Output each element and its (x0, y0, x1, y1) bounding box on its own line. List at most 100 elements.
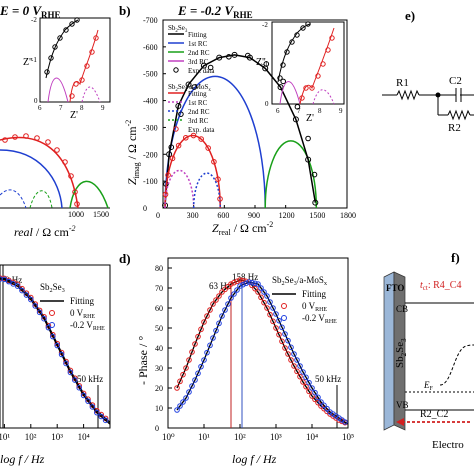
annotation-158hz: 158 Hz (232, 272, 258, 282)
exp-point (102, 417, 109, 424)
exp-point (234, 278, 240, 285)
exp-point-red (12, 134, 18, 140)
exp-point-black (231, 51, 238, 58)
panel-a-inset-ylabel: Z'' (23, 57, 33, 68)
y-tick-label: -400 (143, 97, 158, 106)
panel-a-inset-rc-magenta (47, 77, 69, 103)
exp-point-red (72, 189, 78, 195)
panel-a-xlabel: real / Ω cm-2 (14, 224, 75, 239)
y-tick-label: 60 (155, 304, 163, 313)
exp-point (174, 407, 180, 413)
exp-point-black (280, 78, 287, 85)
y-tick-label: 0 (143, 204, 147, 213)
exp-point (207, 342, 213, 349)
inset-point-red (309, 85, 315, 91)
panel-a-rc-green (69, 180, 109, 209)
x-tick-label: 10⁵ (342, 432, 354, 442)
inset-ytick: -2 (31, 16, 37, 24)
legend-label: 1st RC (188, 99, 208, 107)
panel-a-xtick: 1000 (68, 210, 84, 219)
panel-d: d) 10⁰ 10¹ 10² 10³ 10⁴ 10⁵ 0 10 20 30 40 50 60 70 80 6… (119, 251, 354, 466)
y-tick-label: -300 (143, 123, 158, 132)
exp-point (324, 405, 330, 412)
x-tick-label: 10³ (270, 432, 282, 442)
x-tick-label: 10⁴ (306, 432, 318, 442)
x-tick-label: 10² (25, 432, 37, 442)
panel-a-inset-rc-dotted (81, 86, 101, 103)
exp-point (189, 349, 195, 355)
panel-a-rc-blue (0, 149, 63, 209)
x-tick-label: 1500 (309, 211, 325, 220)
legend-label: Fitting (188, 90, 207, 98)
inset-xtick: 7 (297, 107, 301, 115)
exp-point (201, 357, 207, 363)
panel-a-xtick: 1500 (93, 210, 109, 219)
exp-point (76, 384, 82, 391)
exp-point-red (205, 145, 211, 151)
exp-point (306, 379, 312, 386)
inset-point-black (294, 32, 300, 38)
exp-point-black (200, 62, 207, 69)
exp-point-red (54, 147, 60, 153)
exp-point (89, 404, 96, 410)
exp-point (183, 365, 189, 371)
exp-point (252, 280, 258, 287)
inset-point-black (63, 27, 69, 33)
panel-b-inset-fit-black (277, 23, 311, 83)
panel-b-inset-xlabel: Z' (306, 113, 314, 124)
exp-point (258, 294, 264, 301)
inset-point-black (52, 44, 58, 50)
y-tick-label: -500 (143, 70, 158, 79)
exp-point-red (165, 172, 171, 178)
inset-point-red (69, 93, 75, 99)
exp-point (231, 291, 237, 297)
panel-a-dot-green (29, 190, 53, 209)
exp-point (222, 307, 228, 313)
mos-fitting-red-curve (164, 134, 221, 209)
inset-point-red (325, 47, 331, 53)
exp-point (237, 283, 243, 289)
panel-dleft-plot (0, 275, 111, 425)
panel-dleft-legend: Sb2Se3 Fitting 0 VRHE-0.2 VRHE (40, 282, 105, 332)
exp-point (80, 392, 87, 399)
legend-title: Sb2Se3/a-MoSx (272, 275, 328, 287)
fitting-curve (0, 278, 111, 425)
x-tick-label: 10³ (51, 432, 63, 442)
exp-point (306, 388, 312, 395)
panel-b-inset-points (277, 21, 335, 101)
exp-point (264, 305, 270, 311)
panel-a-inset: Z'' Z' 0 -1 -2 6 7 8 9 (23, 16, 111, 121)
exp-point (192, 377, 198, 383)
exp-point (94, 409, 100, 416)
panel-d-frame (167, 257, 349, 429)
exp-point (198, 326, 204, 333)
exp-point (180, 399, 186, 405)
exp-point (228, 281, 234, 287)
exp-point-red (198, 136, 204, 142)
exp-point-black (305, 156, 312, 163)
panel-dleft-xlabel: log f / Hz (0, 452, 45, 466)
exp-point (210, 335, 216, 341)
exp-point (294, 357, 300, 363)
exp-point-black (207, 64, 214, 71)
cb-label: CB (396, 304, 408, 314)
exp-point (234, 287, 240, 293)
panel-a-inset-xlabel: Z' (70, 110, 78, 121)
exp-point (297, 363, 303, 369)
exp-point (288, 357, 294, 363)
legend-label: 2nd RC (188, 49, 210, 57)
exp-point (285, 351, 291, 357)
exp-point (237, 277, 243, 283)
exp-point (240, 281, 246, 288)
annotation-50khz: 50 kHz (77, 374, 103, 384)
exp-point (204, 349, 210, 356)
exp-point (270, 318, 276, 325)
exp-point-red (74, 201, 80, 207)
exp-point (98, 413, 104, 420)
annotation-50khz: 50 kHz (315, 374, 341, 384)
rc2-green-curve (264, 140, 318, 209)
panel-b-curves (162, 51, 319, 209)
inset-ytick: -2 (262, 21, 268, 29)
arrow-left-icon (396, 418, 404, 426)
